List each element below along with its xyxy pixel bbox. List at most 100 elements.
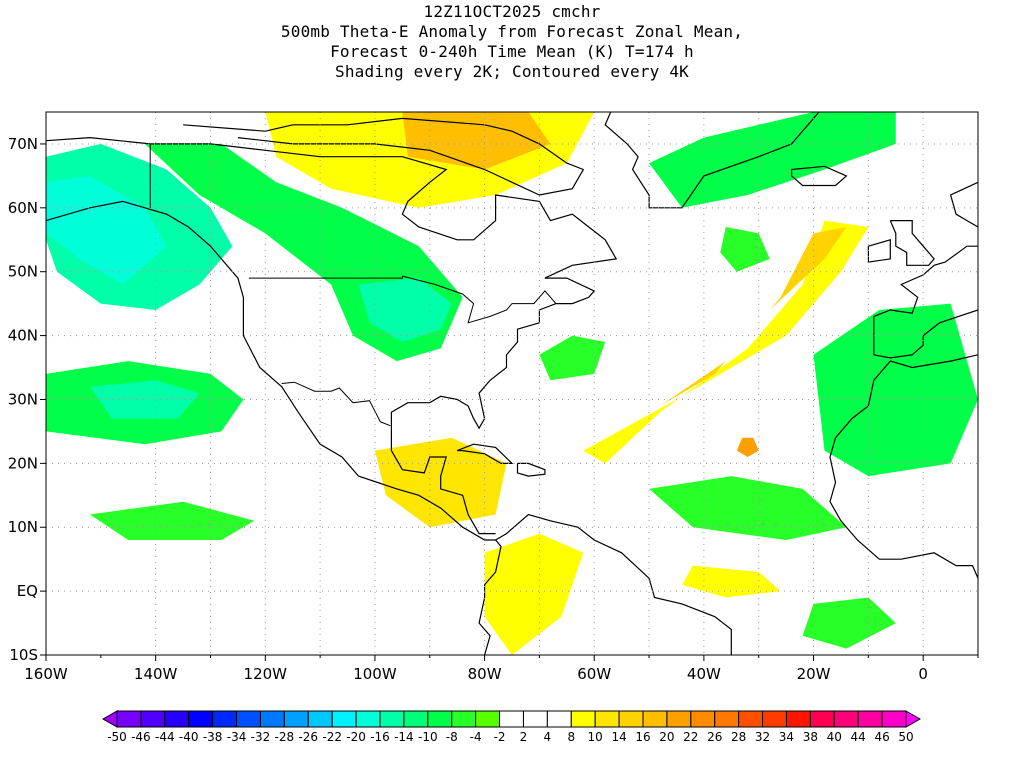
colorbar-label: -32: [251, 730, 271, 744]
colorbar-swatch: [212, 710, 238, 728]
y-tick-label: EQ: [17, 582, 38, 600]
x-tick-label: 120W: [244, 665, 288, 683]
colorbar-label: 14: [611, 730, 626, 744]
colorbar-swatch: [236, 710, 261, 728]
border-0: [248, 275, 557, 324]
title-line-shading: Shading every 2K; Contoured every 4K: [335, 62, 689, 81]
colorbar-swatch: [188, 710, 214, 728]
colorbar-label: 34: [779, 730, 794, 744]
colorbar-swatch: [546, 710, 572, 728]
coastline-9: [791, 165, 848, 187]
colorbar-swatch: [379, 710, 405, 728]
colorbar-label: 40: [827, 730, 842, 744]
colorbar-label: -2: [494, 730, 506, 744]
colorbar-label: -50: [107, 730, 127, 744]
coastline-13: [873, 245, 978, 355]
x-tick-label: 100W: [353, 665, 397, 683]
colorbar-swatch: [857, 710, 883, 728]
colorbar-label: -16: [370, 730, 390, 744]
anomaly-region-14: [402, 112, 551, 170]
colorbar-label: 20: [659, 730, 674, 744]
graticule: [46, 112, 978, 655]
y-tick-label: 70N: [8, 135, 38, 153]
coastline-3: [495, 513, 732, 655]
colorbar-label: 10: [588, 730, 603, 744]
colorbar-swatch: [259, 710, 285, 728]
colorbar-label: -46: [131, 730, 151, 744]
colorbar-label: 22: [683, 730, 698, 744]
coastline-6: [516, 462, 546, 477]
colorbar-swatch: [331, 710, 357, 728]
colorbar-label: 2: [520, 730, 528, 744]
colorbar-label: -40: [179, 730, 199, 744]
coastlines: [46, 112, 978, 655]
anomaly-region-11: [649, 476, 847, 540]
colorbar-swatch: [116, 710, 142, 728]
anomaly-region-6: [89, 501, 255, 540]
colorbar-swatch: [690, 710, 716, 728]
colorbar-swatch: [881, 710, 907, 728]
colorbar-label: 32: [755, 730, 770, 744]
colorbar-arrow-low: [101, 710, 118, 728]
colorbar-swatch: [833, 710, 859, 728]
colorbar-label: -10: [418, 730, 438, 744]
x-axis: 160W 140W 120W 100W 80W 60W 40W 20W 0: [24, 655, 979, 683]
colorbar-swatch: [738, 710, 764, 728]
colorbar-swatch: [714, 710, 740, 728]
colorbar-label: -34: [227, 730, 247, 744]
colorbar-swatch: [762, 710, 787, 728]
colorbar-swatch: [427, 710, 453, 728]
coastline-0: [46, 200, 496, 541]
colorbar-swatch: [785, 710, 811, 728]
anomaly-region-7: [649, 112, 896, 208]
anomaly-shading: [46, 112, 978, 655]
title-line-field: 500mb Theta-E Anomaly from Forecast Zona…: [280, 22, 744, 41]
coastline-2: [390, 425, 496, 535]
colorbar-swatch: [403, 710, 429, 728]
x-tick-label: 80W: [468, 665, 502, 683]
coastline-11: [867, 238, 891, 263]
colorbar-swatch: [522, 710, 548, 728]
anomaly-region-12: [802, 597, 896, 649]
x-tick-label: 160W: [24, 665, 68, 683]
y-axis: 70N 60N 50N 40N 30N 20N 10N EQ 10S: [8, 135, 46, 664]
colorbar-swatch: [809, 710, 835, 728]
anomaly-region-8: [539, 335, 606, 381]
colorbar-label: -26: [298, 730, 318, 744]
chart-title: 12Z11OCT2025 cmchr 500mb Theta-E Anomaly…: [0, 2, 1024, 82]
colorbar-label: 26: [707, 730, 722, 744]
anomaly-region-19: [649, 227, 847, 413]
colorbar-swatch: [642, 710, 668, 728]
colorbar-label: -14: [394, 730, 414, 744]
colorbar-label: 44: [851, 730, 866, 744]
x-tick-label: 140W: [134, 665, 178, 683]
colorbar-label: 28: [731, 730, 746, 744]
colorbar-swatch: [451, 710, 477, 728]
colorbar-label: 50: [898, 730, 913, 744]
coastline-15: [949, 181, 978, 228]
colorbar-label: -20: [346, 730, 366, 744]
coastline-8: [604, 112, 650, 208]
y-tick-label: 60N: [8, 199, 38, 217]
colorbar-swatch: [618, 710, 644, 728]
title-line-forecast: Forecast 0-240h Time Mean (K) T=174 h: [330, 42, 694, 61]
coastline-1: [46, 136, 618, 430]
anomaly-region-21: [682, 565, 781, 598]
coastline-5: [456, 443, 514, 464]
colorbar-swatch: [594, 710, 620, 728]
colorbar-label: -8: [446, 730, 458, 744]
colorbar-swatch: [283, 710, 309, 728]
colorbar-label: 38: [803, 730, 818, 744]
x-tick-label: 60W: [577, 665, 611, 683]
coastline-16: [183, 117, 585, 196]
border-1: [281, 381, 391, 427]
coastline-14: [873, 309, 978, 359]
colorbar-label: -28: [275, 730, 295, 744]
colorbar-label: 16: [635, 730, 650, 744]
y-tick-label: 10N: [8, 518, 38, 536]
colorbar-arrow-high: [905, 710, 922, 728]
anomaly-region-17: [484, 533, 584, 655]
colorbar-label: -22: [322, 730, 342, 744]
colorbar-label: 46: [874, 730, 889, 744]
